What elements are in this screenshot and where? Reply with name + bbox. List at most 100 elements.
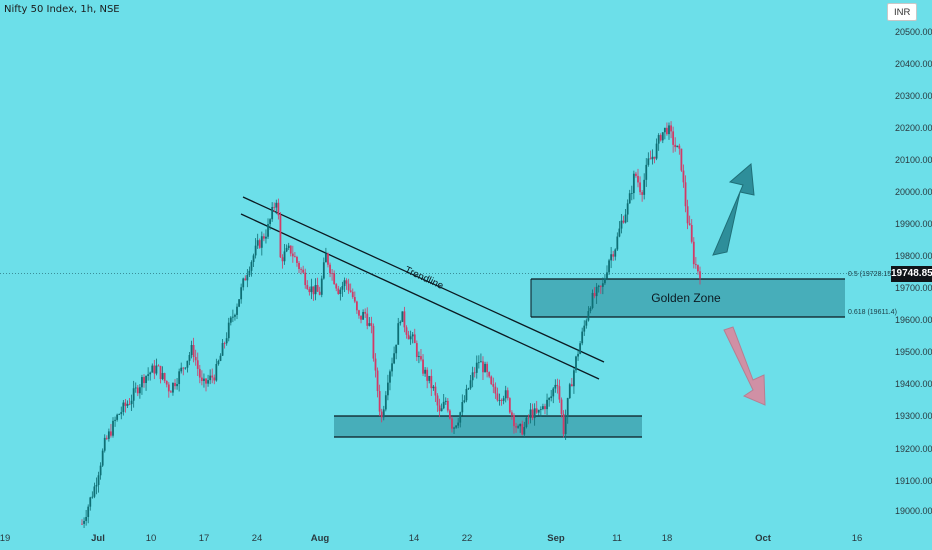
candle-body [188, 355, 191, 361]
candle-body [630, 193, 633, 194]
candle-body [637, 175, 639, 183]
candle-body [176, 384, 178, 387]
candle-body [384, 395, 387, 410]
candle-body [151, 365, 154, 373]
candle-body [422, 359, 424, 374]
current-price-label: 19748.85 [891, 266, 932, 282]
candle-body [312, 286, 315, 295]
candle-body [490, 376, 493, 385]
chart-title: Nifty 50 Index, 1h, NSE [4, 4, 120, 15]
x-tick-label: Jul [91, 533, 105, 544]
candle-body [310, 286, 313, 293]
currency-selector[interactable]: INR [887, 3, 917, 21]
candle-body [610, 254, 613, 261]
y-tick-label: 20300.00 [895, 91, 932, 101]
x-tick-label: Sep [547, 533, 565, 544]
candle-body [198, 368, 201, 378]
candle-body [564, 417, 567, 435]
candle-body [308, 289, 311, 293]
candle-body [492, 384, 495, 387]
candle-body [674, 144, 677, 148]
candle-body [670, 125, 672, 132]
candle-body [407, 334, 410, 340]
arrow-up-shape [712, 162, 755, 256]
candle-body [244, 278, 247, 281]
candle-body [182, 367, 185, 369]
candle-body [99, 465, 102, 476]
candle-body [163, 373, 166, 381]
candle-body [368, 323, 371, 326]
candle-body [525, 417, 528, 427]
candle-body [668, 125, 670, 135]
candle-body [548, 398, 551, 400]
y-tick-label: 19700.00 [895, 283, 932, 293]
candle-body [455, 425, 458, 428]
candle-body [438, 405, 441, 412]
candle-body [560, 399, 563, 414]
candle-body [391, 363, 393, 372]
candle-body [382, 409, 385, 418]
candle-body [209, 375, 212, 381]
candle-body [511, 412, 513, 415]
candle-body [337, 288, 340, 294]
candle-body [405, 327, 408, 335]
candle-body [521, 423, 524, 435]
candle-body [477, 362, 480, 364]
candle-body [258, 240, 261, 248]
arrow-down[interactable] [723, 326, 766, 406]
candle-body [112, 420, 114, 436]
candle-body [124, 402, 127, 406]
candle-body [672, 131, 675, 145]
candle-body [486, 363, 489, 373]
candle-body [449, 410, 451, 419]
candle-body [341, 286, 344, 290]
candle-body [686, 206, 689, 224]
candle-body [97, 475, 100, 485]
candle-body [550, 396, 553, 399]
candle-body [469, 380, 472, 389]
y-tick-label: 19600.00 [895, 315, 932, 325]
candle-body [601, 283, 604, 287]
candle-body [587, 311, 590, 321]
candle-body [242, 278, 245, 288]
candle-body [604, 278, 606, 284]
arrow-up[interactable] [712, 162, 755, 256]
candle-body [335, 284, 338, 289]
golden-zone[interactable]: Golden Zone [530, 278, 845, 318]
candle-body [566, 398, 569, 418]
support-zone[interactable] [334, 415, 642, 438]
candle-body [682, 170, 685, 183]
candle-body [606, 272, 608, 279]
candle-body [488, 372, 491, 377]
candle-body [463, 400, 466, 403]
candle-body [260, 236, 263, 248]
candle-body [599, 285, 602, 287]
candle-body [409, 336, 412, 340]
candle-body [641, 192, 644, 195]
candle-body [378, 391, 381, 412]
y-tick-label: 20400.00 [895, 59, 932, 69]
trendline-lower [240, 213, 600, 380]
candle-body [659, 135, 662, 141]
candle-body [688, 223, 691, 225]
candle-body [145, 375, 147, 384]
x-tick-label: 24 [252, 533, 263, 544]
candle-body [293, 256, 296, 258]
candle-body [620, 220, 623, 229]
candle-body [554, 384, 557, 389]
candle-body [190, 345, 193, 356]
candle-body [223, 343, 226, 344]
candle-body [207, 380, 209, 384]
candle-body [120, 412, 123, 415]
candle-body [333, 273, 336, 285]
candle-body [393, 353, 396, 364]
candle-body [413, 334, 416, 344]
candle-body [473, 372, 476, 374]
candle-body [184, 367, 187, 369]
candle-body [544, 406, 546, 410]
candle-body [234, 314, 236, 317]
candle-body [355, 301, 358, 311]
candle-body [229, 317, 232, 323]
